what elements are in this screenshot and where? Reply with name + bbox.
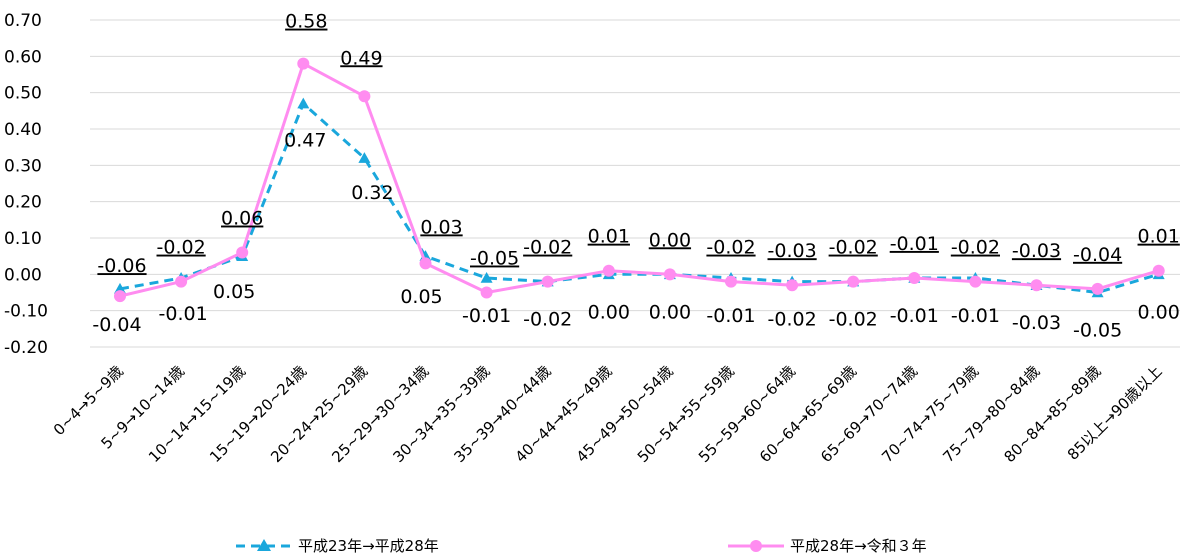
data-point [297, 57, 310, 70]
data-label: -0.01 [462, 305, 511, 327]
data-label: 0.01 [588, 226, 630, 248]
data-label: 0.05 [213, 281, 255, 303]
data-label: 0.03 [420, 216, 462, 238]
data-label: -0.01 [890, 305, 939, 327]
data-label: -0.05 [470, 248, 519, 270]
y-tick-label: 0.30 [4, 156, 42, 176]
data-label: 0.00 [588, 301, 630, 323]
y-tick-label: 0.10 [4, 229, 42, 249]
legend-label: 平成28年→令和３年 [790, 537, 927, 555]
legend-label: 平成23年→平成28年 [298, 537, 439, 555]
legend-marker [750, 540, 762, 552]
legend: 平成23年→平成28年 平成28年→令和３年 [236, 537, 927, 555]
data-point [1152, 264, 1165, 277]
data-point [602, 264, 615, 277]
series-lines [114, 57, 1165, 303]
data-label: -0.01 [159, 303, 208, 325]
data-label: 0.00 [649, 229, 691, 251]
data-point [358, 90, 371, 103]
y-tick-label: 0.00 [4, 265, 42, 285]
data-label: -0.06 [97, 255, 146, 277]
data-point [236, 246, 249, 259]
data-label: -0.01 [890, 233, 939, 255]
data-label: 0.06 [221, 208, 263, 230]
data-label: -0.02 [768, 309, 817, 331]
y-axis-ticks: 0.70 0.60 0.50 0.40 0.30 0.20 0.10 0.00 -0.10 -0.… [4, 11, 48, 358]
y-tick-label: -0.20 [4, 338, 48, 358]
y-tick-label: 0.50 [4, 84, 42, 104]
data-point [480, 286, 493, 299]
data-point [847, 275, 860, 288]
data-point [969, 275, 982, 288]
series-line [119, 102, 1160, 294]
data-point [114, 290, 126, 303]
x-axis-ticks: 0~4→5~9歳5~9→10~14歳10~14→15~19歳15~19→20~2… [50, 362, 1166, 466]
data-point [480, 271, 493, 283]
data-label: -0.05 [1073, 320, 1122, 342]
legend-marker [257, 539, 271, 551]
data-point [1030, 279, 1043, 292]
data-point [297, 97, 310, 109]
data-label: 0.05 [400, 286, 442, 308]
data-label: -0.04 [92, 314, 141, 336]
y-tick-label: 0.60 [4, 47, 42, 67]
data-label: -0.02 [706, 237, 755, 259]
data-point [725, 275, 737, 288]
data-label: -0.02 [829, 309, 878, 331]
data-label: -0.02 [829, 237, 878, 259]
data-point [663, 268, 676, 281]
data-label: 0.00 [1138, 301, 1180, 323]
data-point [1091, 282, 1104, 295]
data-labels: -0.06-0.020.060.580.490.03-0.05 -0.02 0.01… [92, 11, 1179, 342]
data-label: -0.03 [1012, 312, 1061, 334]
data-point [419, 257, 432, 270]
data-point [358, 152, 371, 163]
data-label: -0.03 [768, 240, 817, 262]
y-tick-label: 0.70 [4, 11, 42, 31]
data-label: -0.04 [1073, 244, 1122, 266]
y-tick-label: 0.20 [4, 193, 42, 213]
data-label: -0.01 [706, 305, 755, 327]
y-tick-label: -0.10 [4, 302, 48, 322]
data-label: -0.01 [951, 305, 1000, 327]
data-label: 0.49 [340, 47, 382, 69]
data-label: 0.32 [351, 182, 393, 204]
y-tick-label: 0.40 [4, 120, 42, 140]
data-label: -0.02 [523, 309, 572, 331]
data-label: 0.01 [1138, 226, 1180, 248]
data-label: 0.58 [285, 11, 327, 33]
data-label: -0.02 [157, 237, 206, 259]
data-label: -0.02 [951, 237, 1000, 259]
data-point [908, 271, 921, 284]
data-point [541, 275, 554, 288]
data-point [786, 279, 799, 292]
data-label: 0.00 [649, 301, 691, 323]
data-label: -0.02 [523, 237, 572, 259]
series-line [119, 62, 1160, 298]
data-point [175, 275, 188, 288]
gridlines [90, 19, 1180, 348]
data-label: -0.03 [1012, 240, 1061, 262]
data-label: 0.47 [284, 130, 326, 152]
